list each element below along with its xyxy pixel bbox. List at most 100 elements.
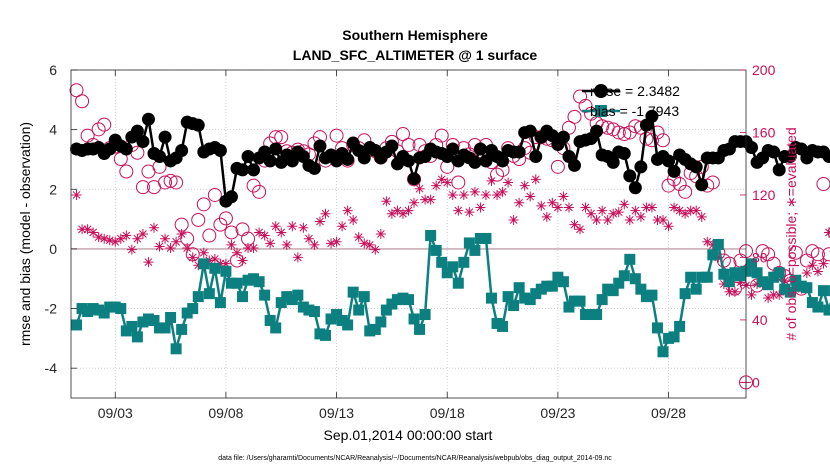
obs-evaluated-point <box>292 252 303 263</box>
obs-possible-point <box>650 125 665 140</box>
obs-evaluated-point <box>209 253 220 264</box>
bias-point <box>485 292 497 304</box>
bias-point <box>342 319 354 331</box>
obs-evaluated-point <box>165 243 176 254</box>
obs-evaluated-point <box>409 197 420 208</box>
bias-point <box>779 283 791 295</box>
obs-evaluated-point <box>530 174 541 185</box>
bias-point <box>259 289 271 301</box>
obs-evaluated-point <box>342 205 353 216</box>
bias-point <box>104 301 116 313</box>
obs-evaluated-point <box>220 258 231 269</box>
obs-evaluated-point <box>381 196 392 207</box>
bias-point <box>209 262 221 274</box>
bias-point <box>508 300 520 312</box>
bias-point <box>646 289 658 301</box>
y-left-tick-label: 0 <box>49 241 57 257</box>
bias-point <box>98 307 110 319</box>
bias-point <box>109 301 121 313</box>
bias-point <box>552 271 564 283</box>
obs-evaluated-point <box>193 260 204 271</box>
bias-point <box>131 331 143 343</box>
obs-evaluated-point <box>536 200 547 211</box>
bias-point <box>624 253 636 265</box>
bias-point <box>281 291 293 303</box>
bias-point <box>602 283 614 295</box>
obs-possible-point <box>207 187 222 202</box>
rmse-point <box>567 158 581 172</box>
obs-evaluated-point <box>702 236 713 247</box>
rmse-point <box>695 178 709 192</box>
obs-evaluated-point <box>348 214 359 225</box>
obs-evaluated-point <box>674 205 685 216</box>
bias-point <box>403 294 414 306</box>
bias-point <box>297 301 309 313</box>
obs-possible-point <box>158 175 173 190</box>
obs-evaluated-point <box>807 260 818 271</box>
obs-evaluated-point <box>646 202 657 213</box>
obs-evaluated-point <box>187 252 198 263</box>
obs-evaluated-point <box>624 214 635 225</box>
obs-evaluated-point <box>613 207 624 218</box>
obs-evaluated-point <box>77 224 88 235</box>
series-bias <box>71 229 830 358</box>
rmse-point <box>628 181 642 195</box>
bias-point <box>358 291 370 303</box>
y-right-tick-label: 200 <box>752 62 776 78</box>
obs-evaluated-point <box>652 214 663 225</box>
obs-evaluated-point <box>635 211 646 222</box>
bias-point <box>618 270 630 282</box>
obs-evaluated-point <box>320 208 331 219</box>
bias-point <box>746 258 758 270</box>
bias-point <box>773 267 785 279</box>
obs-possible-point <box>185 247 200 262</box>
obs-possible-point <box>202 228 217 243</box>
y-right-tick-label: 80 <box>752 249 768 265</box>
bias-point <box>154 322 166 334</box>
bias-point <box>585 309 597 321</box>
bias-point <box>635 283 647 295</box>
bias-point <box>137 316 149 328</box>
obs-evaluated-point <box>298 222 309 233</box>
obs-evaluated-point <box>414 183 425 194</box>
obs-evaluated-point <box>121 230 132 241</box>
obs-evaluated-point <box>254 227 265 238</box>
chart-title-line-2: LAND_SFC_ALTIMETER @ 1 surface <box>293 47 538 63</box>
obs-evaluated-point <box>176 229 187 239</box>
obs-evaluated-point <box>171 236 182 247</box>
bias-point <box>690 283 702 295</box>
bias-point <box>546 280 558 292</box>
obs-evaluated-point <box>359 238 370 249</box>
obs-possible-point <box>69 83 84 98</box>
obs-possible-point <box>810 247 825 262</box>
obs-evaluated-point <box>552 202 563 213</box>
bias-point <box>187 303 199 315</box>
rmse-point <box>479 154 493 168</box>
obs-evaluated-point <box>93 232 104 243</box>
legend-rmse-text: rmse = 2.3482 <box>590 83 680 99</box>
bias-point <box>237 291 249 303</box>
bias-point <box>817 285 829 297</box>
obs-evaluated-point <box>685 205 696 216</box>
bias-point <box>369 323 381 335</box>
rmse-point <box>213 144 227 158</box>
axis-ticks: 09/03 09/08 09/13 09/18 09/23 09/28 -4 -2 0 2 4 6 0 4… <box>45 62 776 421</box>
x-tick-label: 09/08 <box>208 405 243 421</box>
obs-evaluated-point <box>226 239 237 250</box>
bias-point <box>397 292 409 304</box>
obs-evaluated-point <box>558 191 569 202</box>
obs-evaluated-point <box>480 189 491 200</box>
bias-point <box>71 319 83 331</box>
obs-evaluated-point <box>364 239 375 250</box>
bias-point <box>497 320 509 332</box>
rmse-point <box>446 142 460 156</box>
bias-point <box>812 301 824 313</box>
bias-point <box>430 244 442 256</box>
obs-evaluated-point <box>663 221 674 232</box>
bias-point <box>469 244 481 256</box>
rmse-point <box>153 149 167 163</box>
bias-point <box>286 294 298 306</box>
bias-point <box>530 288 542 300</box>
obs-evaluated-point <box>818 258 829 269</box>
obs-possible-point <box>163 173 178 188</box>
